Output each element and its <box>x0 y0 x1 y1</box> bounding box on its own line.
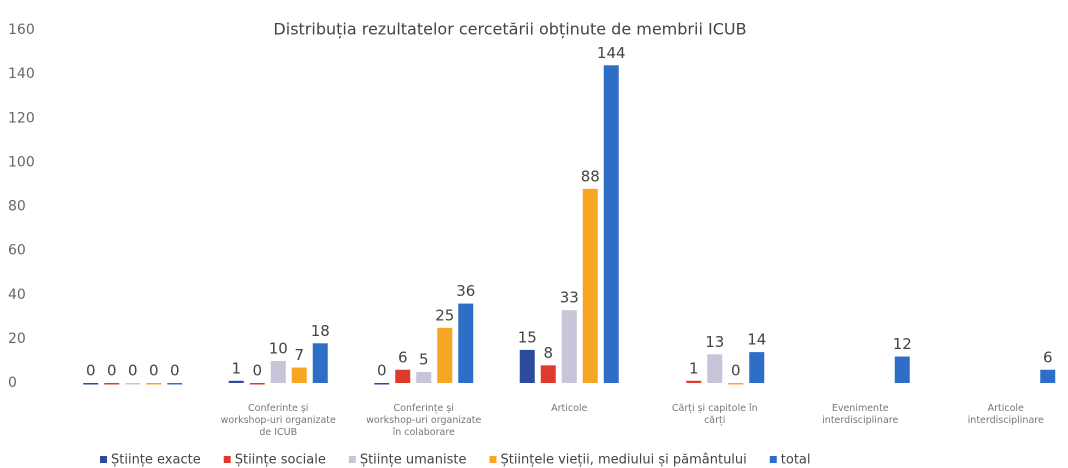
bar <box>582 188 598 383</box>
value-label: 12 <box>893 335 912 353</box>
y-tick-label: 140 <box>8 66 35 82</box>
bar <box>416 371 432 383</box>
legend-label: Științe exacte <box>111 453 201 468</box>
y-tick-label: 0 <box>8 375 17 391</box>
value-label: 14 <box>747 331 766 349</box>
legend-swatch <box>348 456 356 463</box>
bar <box>540 365 556 383</box>
bar <box>458 303 474 383</box>
bar <box>519 349 535 383</box>
bar <box>1040 369 1056 383</box>
bar <box>603 65 619 384</box>
value-label: 1 <box>689 359 699 377</box>
legend-swatch <box>223 456 231 463</box>
bar <box>228 380 244 383</box>
x-tick-label: Conferințe și workshop-uri organizate în c… <box>366 403 481 438</box>
bar <box>270 360 286 383</box>
bar <box>291 367 307 383</box>
value-label: 0 <box>128 362 138 380</box>
y-tick-label: 40 <box>8 287 26 303</box>
value-label: 0 <box>107 362 117 380</box>
value-label: 5 <box>419 350 429 368</box>
y-tick-label: 60 <box>8 243 26 259</box>
value-label: 6 <box>1043 348 1053 366</box>
chart-title: Distribuția rezultatelor cercetării obți… <box>273 20 746 39</box>
legend-label: Științe umaniste <box>360 453 467 468</box>
value-label: 15 <box>518 328 537 346</box>
x-tick-label: Articole interdisciplinare <box>968 403 1044 426</box>
bar <box>146 383 162 385</box>
value-label: 25 <box>435 306 454 324</box>
bar <box>104 383 120 385</box>
value-label: 13 <box>705 333 724 351</box>
y-tick-label: 100 <box>8 154 35 170</box>
bar <box>249 383 265 385</box>
y-tick-label: 160 <box>8 22 35 38</box>
legend-swatch <box>100 456 107 463</box>
value-label: 0 <box>377 362 387 380</box>
value-label: 36 <box>456 282 475 300</box>
x-tick-label: Evenimente interdisciplinare <box>822 403 898 426</box>
x-tick-label: Conferinte și workshop-uri organizate de I… <box>221 403 336 438</box>
y-tick-label: 20 <box>8 331 26 347</box>
bar <box>83 383 99 385</box>
value-label: 144 <box>597 44 626 62</box>
value-label: 0 <box>252 362 262 380</box>
value-label: 0 <box>170 362 180 380</box>
bar <box>167 383 183 385</box>
value-label: 0 <box>86 362 96 380</box>
x-tick-label: Cărți și capitole în cărți <box>672 403 758 426</box>
bar <box>125 383 141 385</box>
value-label: 8 <box>543 344 553 362</box>
y-tick-label: 80 <box>8 199 26 215</box>
value-label: 1 <box>231 359 241 377</box>
y-tick-label: 120 <box>8 110 35 126</box>
value-label: 7 <box>294 346 304 364</box>
bar <box>686 380 702 383</box>
legend-swatch <box>769 456 777 463</box>
value-label: 10 <box>269 339 288 357</box>
bar <box>749 352 765 383</box>
bar <box>312 343 328 383</box>
bar <box>437 327 453 383</box>
bar <box>561 310 577 383</box>
bar <box>894 356 910 383</box>
bar <box>374 383 390 385</box>
value-label: 0 <box>149 362 159 380</box>
legend-label: Științele vieții, mediului și pământului <box>500 453 746 468</box>
value-label: 0 <box>731 362 741 380</box>
bar <box>395 369 411 383</box>
legend-label: total <box>781 453 811 468</box>
value-label: 88 <box>581 167 600 185</box>
bar <box>728 383 744 385</box>
legend-label: Științe sociale <box>235 453 326 468</box>
x-tick-label: Articole <box>551 403 587 414</box>
bar <box>707 354 723 383</box>
value-label: 33 <box>560 289 579 307</box>
value-label: 18 <box>311 322 330 340</box>
legend-swatch <box>489 456 497 463</box>
value-label: 6 <box>398 348 408 366</box>
